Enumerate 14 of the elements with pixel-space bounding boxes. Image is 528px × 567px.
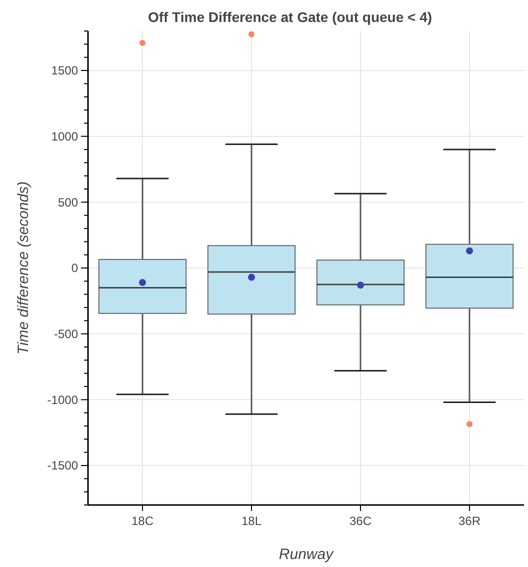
y-tick-label: -1500 bbox=[47, 458, 78, 473]
x-tick-label: 36R bbox=[458, 514, 481, 528]
x-tick-label: 18C bbox=[131, 514, 154, 528]
y-axis-title: Time difference (seconds) bbox=[15, 181, 32, 355]
y-tick-label: -1000 bbox=[47, 392, 78, 407]
chart-title: Off Time Difference at Gate (out queue < 4) bbox=[148, 9, 432, 25]
y-tick-label: -500 bbox=[54, 327, 78, 342]
y-tick-label: 1000 bbox=[51, 130, 78, 144]
x-axis-title: Runway bbox=[278, 546, 335, 563]
x-tick-label: 18L bbox=[241, 514, 262, 528]
y-tick-label: 0 bbox=[71, 261, 78, 276]
y-tick-label: 500 bbox=[58, 195, 78, 210]
y-tick-label: 1500 bbox=[51, 64, 78, 78]
x-tick-label: 36C bbox=[349, 514, 372, 528]
